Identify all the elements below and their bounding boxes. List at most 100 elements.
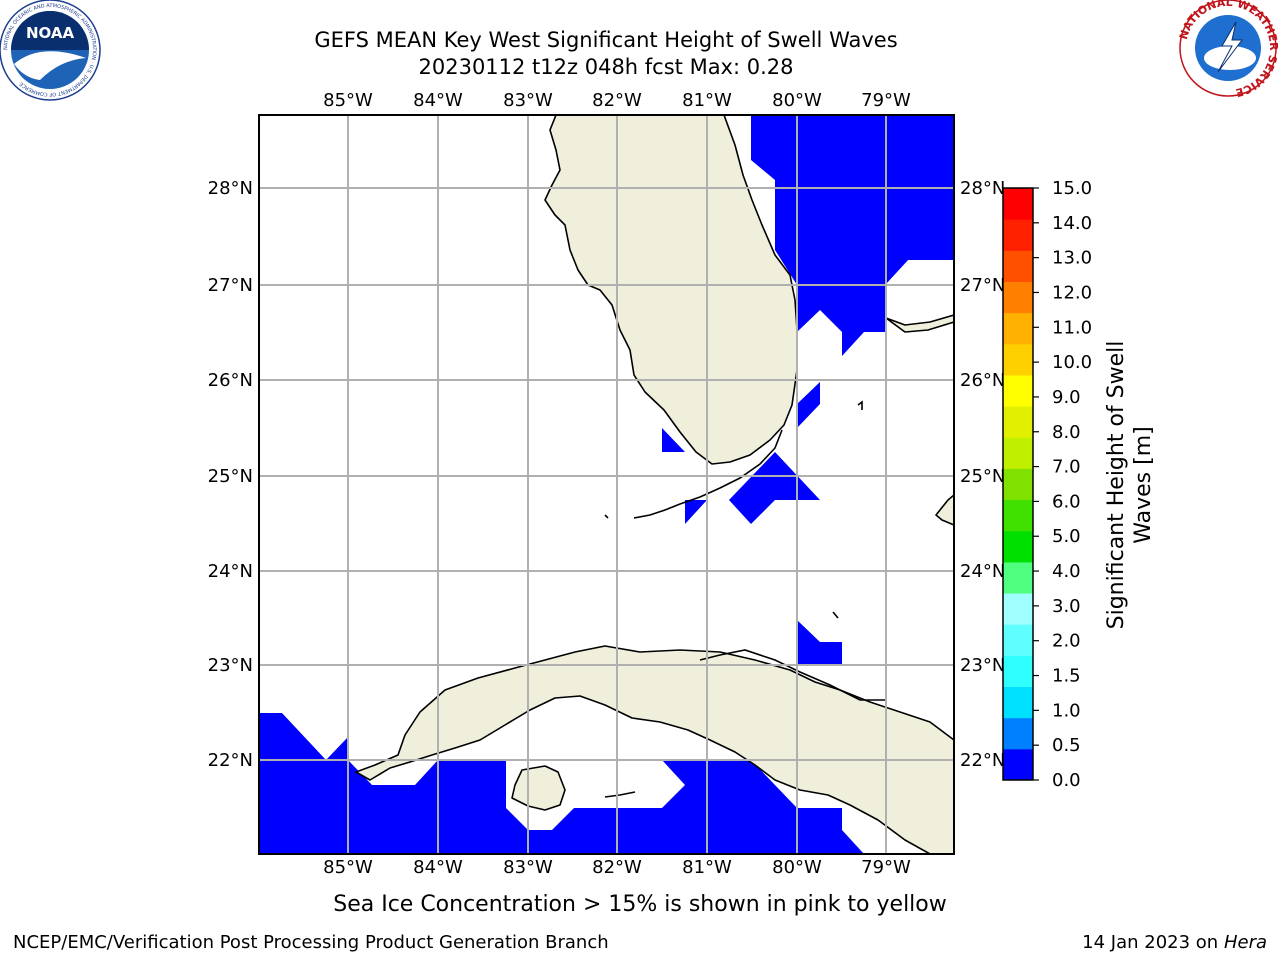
lon-label-bottom: 82°W [592,857,642,878]
colorbar-segment [1003,437,1033,469]
swell-region-atlantic-mid [775,180,954,285]
land-florida [544,115,798,465]
colorbar-tick-label: 4.0 [1052,561,1081,582]
lon-label-top: 81°W [682,90,732,111]
colorbar-segment [1003,561,1033,594]
swell-region-caribbean [259,713,864,854]
noaa-logo: NOAA NATIONAL OCEANIC AND ATMOSPHERIC AD… [0,0,101,101]
swell-region-lower-keys [685,500,707,524]
colorbar-segment [1003,593,1033,625]
map-frame [258,114,955,855]
sea-ice-note: Sea Ice Concentration > 15% is shown in … [333,892,947,917]
colorbar-tick-label: 11.0 [1052,317,1092,338]
swell-region-florida-straits [729,452,820,524]
footer-date-text: 14 Jan 2023 on [1082,932,1224,953]
colorbar-segment [1003,343,1033,376]
lat-label-left: 27°N [208,275,253,296]
lon-label-bottom: 84°W [413,857,463,878]
colorbar-segment [1003,468,1033,501]
lon-label-bottom: 81°W [682,857,732,878]
colorbar-segment [1003,219,1033,251]
colorbar-tick-label: 3.0 [1052,596,1081,617]
lat-label-left: 24°N [208,561,253,582]
lat-label-left: 28°N [208,178,253,199]
colorbar-tick-label: 2.0 [1052,631,1081,652]
swell-region-biscayne [797,382,820,428]
lon-label-top: 83°W [503,90,553,111]
lon-labels: 85°W 84°W 83°W 82°W 81°W 80°W 79°W 85°W … [323,90,911,878]
land-cay-sal-bank [832,611,839,619]
map-gridlines [259,115,954,854]
colorbar-tick-label: 0.5 [1052,735,1081,756]
colorbar-tick-label: 0.0 [1052,770,1081,791]
lon-label-top: 80°W [772,90,822,111]
land-dry-tortugas [604,514,609,519]
lat-label-right: 26°N [960,370,1005,391]
land-grand-bahama [885,314,954,333]
lon-label-bottom: 79°W [861,857,911,878]
land-layer [355,115,954,854]
land-cuba [355,645,954,854]
lat-label-right: 27°N [960,275,1005,296]
colorbar-tick-label: 12.0 [1052,282,1092,303]
colorbar-tick-label: 9.0 [1052,387,1081,408]
colorbar-tick-label: 15.0 [1052,178,1092,199]
footer-branch: NCEP/EMC/Verification Post Processing Pr… [13,932,609,953]
lat-label-left: 23°N [208,655,253,676]
colorbar-segment [1003,748,1033,781]
colorbar-segment [1003,530,1033,563]
land-andros [935,494,954,526]
lon-label-top: 82°W [592,90,642,111]
nws-logo: NATIONAL WEATHER SERVICE [1177,0,1280,99]
colorbar-segment [1003,717,1033,750]
lat-label-right: 28°N [960,178,1005,199]
swell-region-atlantic-north [751,115,800,180]
colorbar-tick-label: 13.0 [1052,248,1092,269]
colorbar [1003,188,1033,781]
land-florida-keys [633,429,783,519]
colorbar-segment [1003,686,1033,719]
colorbar-segment [1003,655,1033,688]
swell-fill-layer [259,115,954,854]
colorbar-segment [1003,624,1033,656]
colorbar-tick-label: 5.0 [1052,526,1081,547]
colorbar-segment [1003,250,1033,282]
colorbar-tick-label: 10.0 [1052,352,1092,373]
chart-title-line2: 20230112 t12z 048h fcst Max: 0.28 [419,55,794,79]
lat-labels: 28°N 27°N 26°N 25°N 24°N 23°N 22°N 28°N … [208,178,1006,771]
lon-label-bottom: 80°W [772,857,822,878]
lat-label-left: 22°N [208,750,253,771]
footer-date: 14 Jan 2023 on Hera [1082,932,1267,953]
footer-host: Hera [1223,932,1267,953]
lon-label-top: 79°W [861,90,911,111]
swell-region-ten-thousand-islands [662,428,685,452]
colorbar-segment [1003,312,1033,345]
noaa-logo-text: NOAA [26,24,75,42]
land-bimini [857,400,863,410]
colorbar-label-line1: Significant Height of Swell [1104,341,1129,630]
lon-label-top: 84°W [413,90,463,111]
colorbar-tick-label: 8.0 [1052,422,1081,443]
swell-region-cay-sal [797,620,842,665]
lat-label-left: 26°N [208,370,253,391]
colorbar-segment [1003,499,1033,532]
lon-label-bottom: 83°W [503,857,553,878]
lat-label-right: 24°N [960,561,1005,582]
colorbar-segment [1003,188,1033,220]
colorbar-tick-label: 6.0 [1052,491,1081,512]
colorbar-tick-label: 1.0 [1052,700,1081,721]
colorbar-tick-label: 1.5 [1052,666,1081,687]
land-cuba-south-cays [604,791,636,798]
colorbar-segment [1003,406,1033,438]
colorbar-frame [1002,187,1034,781]
lat-label-right: 23°N [960,655,1005,676]
colorbar-ticks: 0.0 0.5 1.0 1.5 2.0 3.0 4.0 5.0 6.0 7.0 8.0 9.0 10.0… [1033,178,1092,791]
lat-label-right: 22°N [960,750,1005,771]
colorbar-label-line2: Waves [m] [1131,426,1156,543]
colorbar-tick-label: 7.0 [1052,457,1081,478]
chart-title-line1: GEFS MEAN Key West Significant Height of… [314,28,897,52]
map-panel [259,115,954,854]
colorbar-segment [1003,374,1033,407]
lon-label-top: 85°W [323,90,373,111]
